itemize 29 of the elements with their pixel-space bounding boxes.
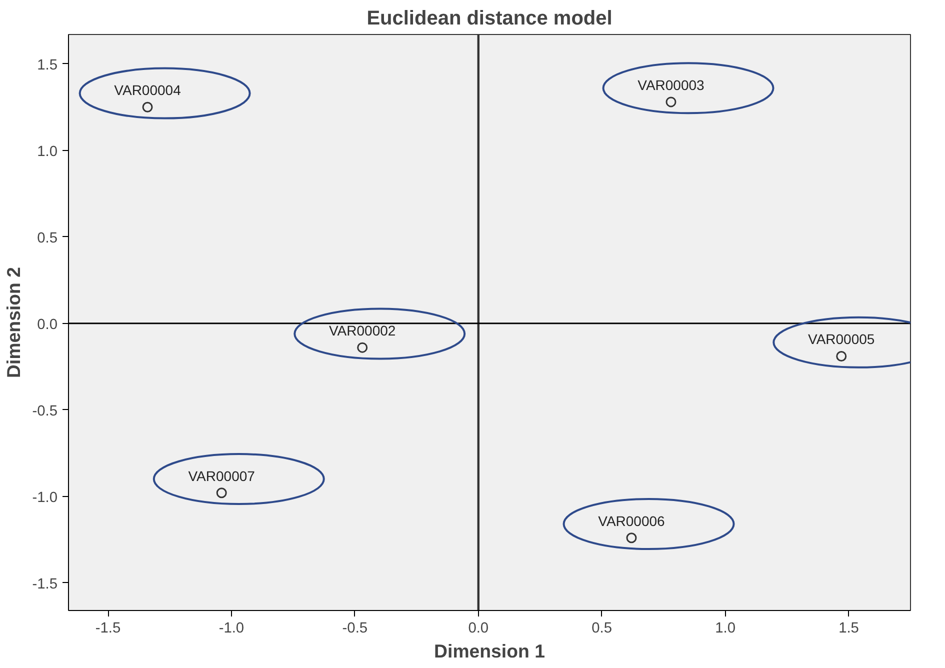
annotation: VAR00002 bbox=[328, 322, 396, 339]
point bbox=[666, 96, 676, 108]
y-tick-label: -0.5 bbox=[32, 403, 58, 420]
y-tick-label: -1.0 bbox=[32, 490, 58, 506]
annotation: VAR00007 bbox=[188, 468, 256, 484]
annotation: VAR00003 bbox=[638, 76, 705, 93]
x-tick-label: 1.0 bbox=[715, 620, 736, 636]
annotation: VAR00005 bbox=[808, 331, 875, 348]
point bbox=[626, 532, 637, 544]
x-tick-label: 1.5 bbox=[838, 620, 859, 636]
y-tick-label: 0.5 bbox=[37, 230, 58, 246]
point bbox=[142, 102, 153, 112]
y-tick-label: 1.0 bbox=[37, 144, 58, 160]
x-tick-label: 0.5 bbox=[592, 620, 612, 636]
annotation: VAR00004 bbox=[114, 82, 182, 98]
chart-title: Euclidean distance model bbox=[366, 8, 612, 30]
y-tick-label: -1.5 bbox=[32, 576, 58, 592]
x-tick-label: 0.0 bbox=[468, 620, 489, 636]
annotation: VAR00006 bbox=[598, 512, 666, 529]
point bbox=[836, 350, 847, 362]
y-tick-label: 0.0 bbox=[37, 316, 58, 333]
y-axis-title: Dimension 2 bbox=[3, 267, 24, 378]
x-axis-title: Dimension 1 bbox=[434, 640, 545, 662]
point bbox=[357, 342, 368, 353]
point bbox=[216, 488, 227, 498]
x-tick-label: -0.5 bbox=[342, 620, 368, 636]
x-tick-label: -1.0 bbox=[218, 620, 244, 636]
x-tick-label: -1.5 bbox=[95, 620, 121, 636]
y-tick-label: 1.5 bbox=[37, 57, 58, 74]
